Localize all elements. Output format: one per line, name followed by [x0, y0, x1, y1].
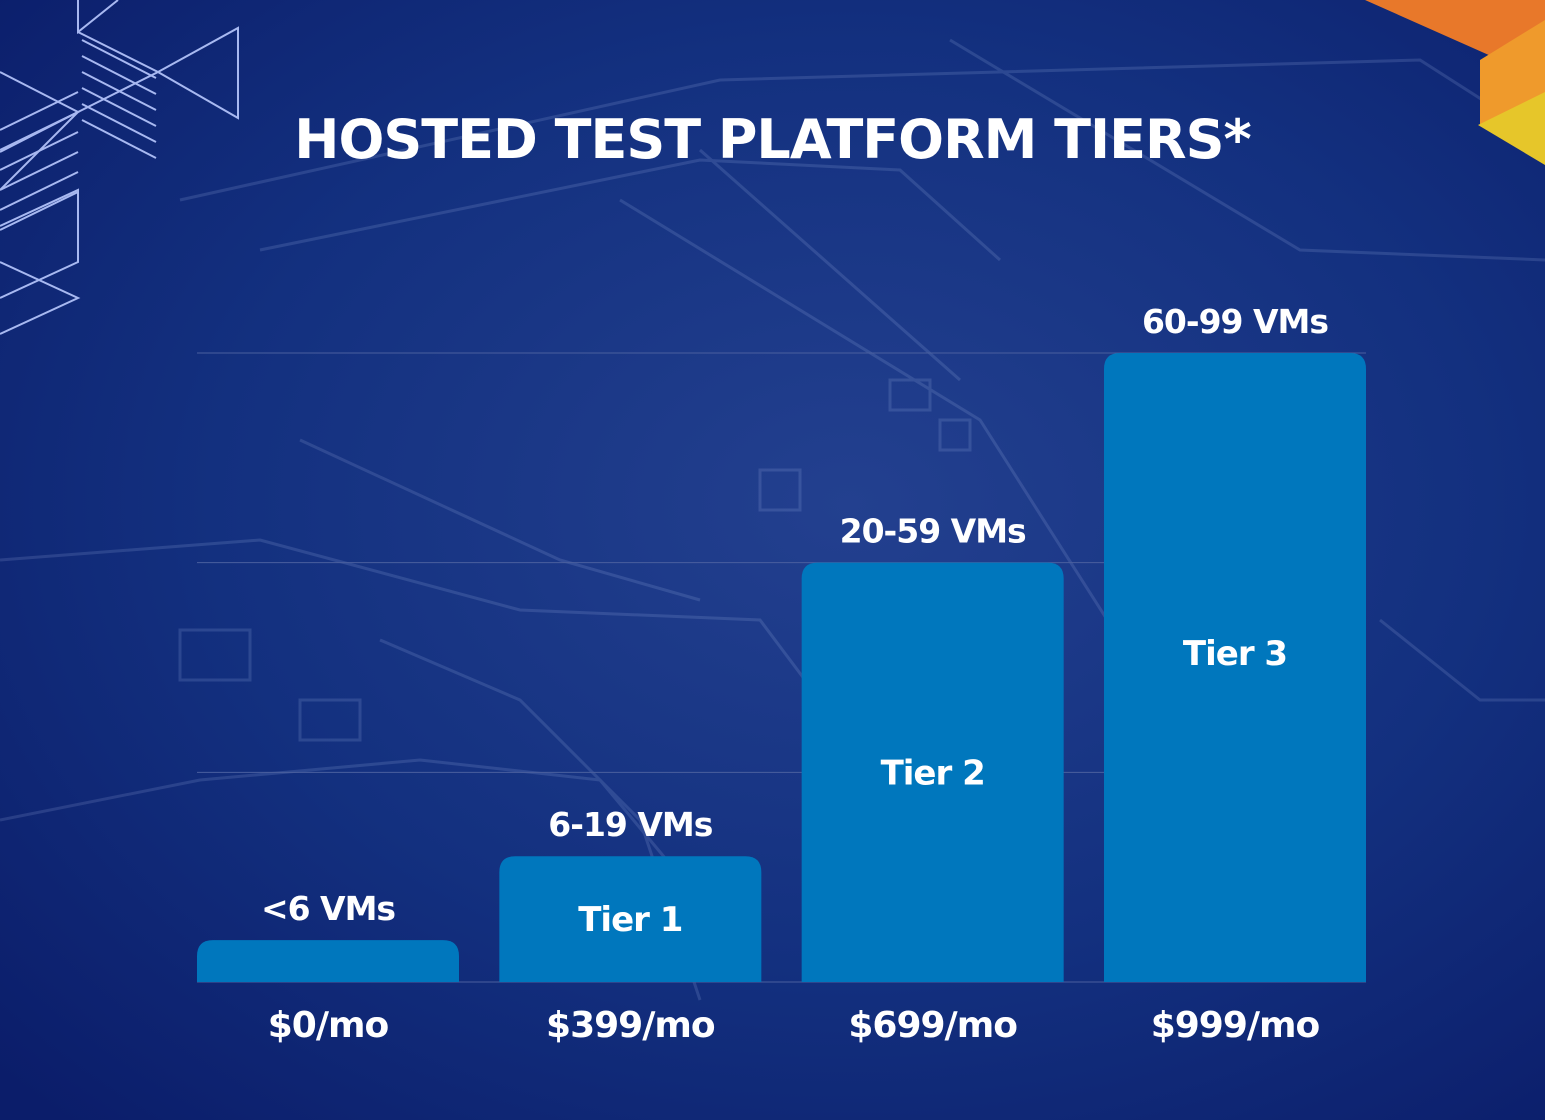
bar-4	[1104, 353, 1366, 982]
bar-tier-label: Tier 2	[881, 753, 985, 793]
page-title: HOSTED TEST PLATFORM TIERS*	[294, 108, 1251, 171]
bar-top-label: 60-99 VMs	[1142, 302, 1328, 341]
circuit-board-texture	[0, 38, 1545, 1001]
price-label: $399/mo	[546, 1005, 715, 1046]
price-label: $699/mo	[848, 1005, 1017, 1046]
bar-3	[801, 562, 1064, 982]
bar-tier-label: Tier 3	[1183, 634, 1287, 674]
bars	[197, 353, 1366, 982]
bar-top-label: 6-19 VMs	[548, 805, 712, 844]
price-label: $0/mo	[268, 1005, 389, 1046]
bar-top-label: 20-59 VMs	[840, 512, 1026, 551]
bar-1	[197, 940, 459, 982]
bar-labels: <6 VMs $0/mo 6-19 VMs Tier 1 $399/mo 20-59 VM…	[261, 302, 1329, 1046]
corner-accent-shapes	[1365, 0, 1545, 165]
bar-top-label: <6 VMs	[261, 889, 395, 928]
bar-tier-label: Tier 1	[578, 900, 682, 940]
bar-2	[499, 856, 762, 982]
price-label: $999/mo	[1151, 1005, 1320, 1046]
corner-geometric-lines	[0, 0, 239, 335]
